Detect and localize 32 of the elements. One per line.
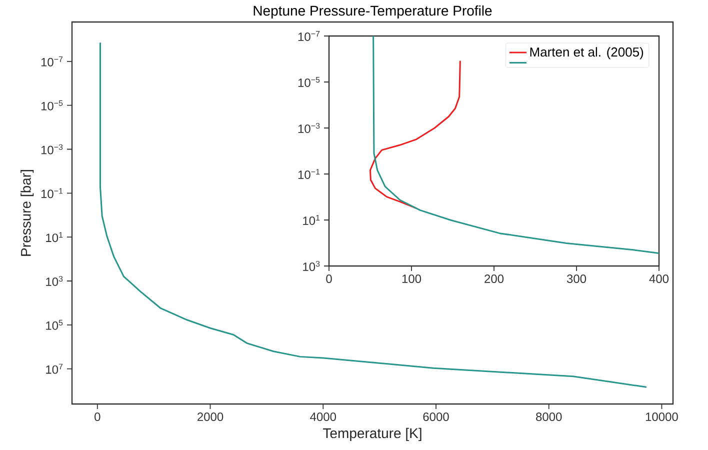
- x-tick-label: 2000: [198, 412, 224, 422]
- x-tick-label: 10000: [646, 412, 678, 422]
- x-tick-label: 8000: [536, 412, 562, 422]
- y-tick-label: 10$^{3}$: [303, 260, 320, 272]
- y-tick-label: 10$^{−7}$: [41, 56, 63, 66]
- y-tick-label: 10$^{−7}$: [298, 31, 320, 41]
- x-tick-label: 200: [484, 274, 504, 284]
- legend-label: Marten et al. (2005): [530, 47, 644, 60]
- y-tick-label: 10$^{−5}$: [298, 77, 320, 87]
- x-tick-label: 100: [402, 274, 422, 284]
- y-tick-label: 10$^{−3}$: [298, 122, 320, 134]
- y-tick-label: 10$^{−3}$: [41, 144, 63, 154]
- line-series: [370, 60, 461, 210]
- x-tick-label: 300: [566, 274, 586, 284]
- x-tick-label: 6000: [423, 412, 449, 422]
- x-tick-label: 400: [649, 274, 669, 284]
- y-tick-label: 10$^{−5}$: [41, 100, 63, 110]
- y-tick-label: 10$^{−1}$: [41, 188, 63, 198]
- y-tick-label: 10$^{3}$: [46, 276, 63, 286]
- x-tick-label: 0: [326, 274, 332, 284]
- y-tick-label: 10$^{1}$: [46, 232, 63, 242]
- y-tick-label: 10$^{1}$: [303, 215, 320, 225]
- line-series: [99, 42, 648, 388]
- chart-title: Neptune Pressure-Temperature Profile: [254, 5, 492, 18]
- line-series: [372, 36, 660, 254]
- y-tick-label: 10$^{7}$: [46, 364, 63, 374]
- x-axis-title: Temperature [K]: [323, 428, 422, 441]
- y-axis-title: Pressure [bar]: [20, 170, 34, 256]
- y-tick-label: 10$^{−1}$: [298, 169, 320, 179]
- x-tick-label: 0: [94, 412, 100, 422]
- x-tick-label: 4000: [310, 412, 336, 422]
- y-tick-label: 10$^{5}$: [46, 320, 63, 330]
